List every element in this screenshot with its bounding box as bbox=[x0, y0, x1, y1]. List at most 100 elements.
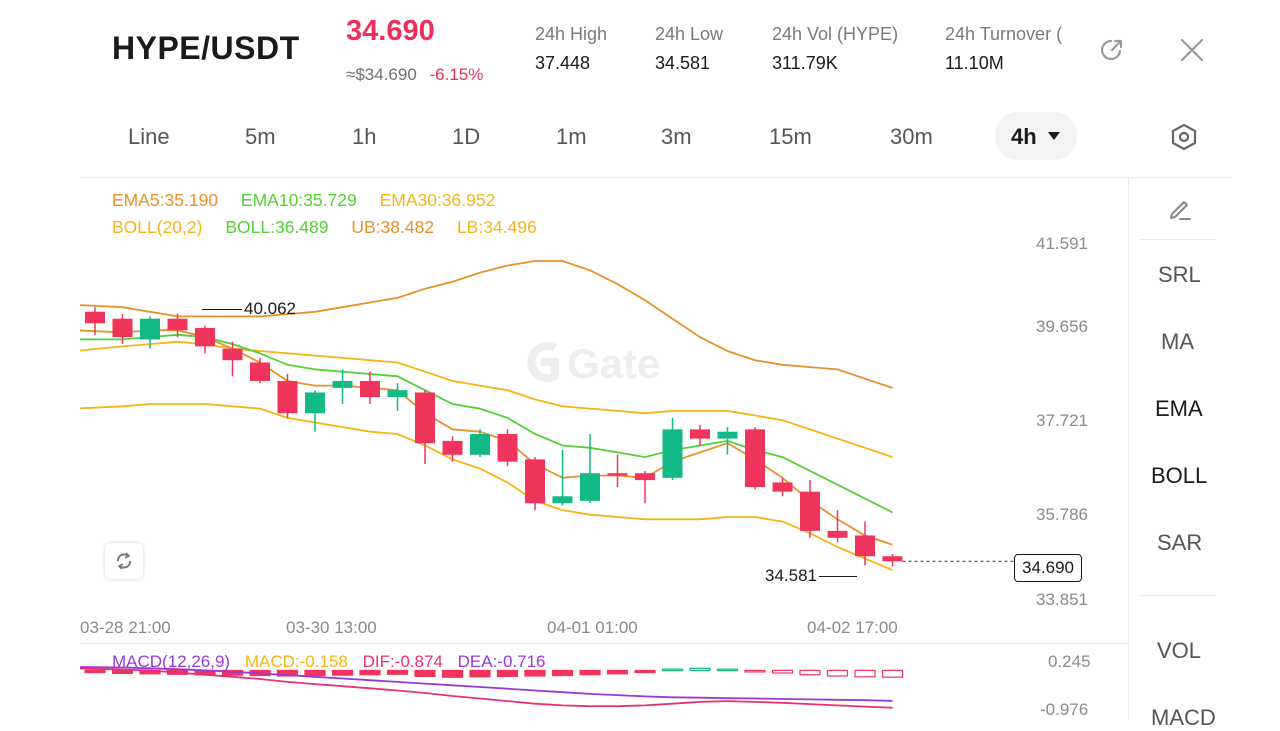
side-divider bbox=[1128, 178, 1129, 720]
candle-body bbox=[800, 491, 820, 531]
pencil-icon bbox=[1170, 201, 1191, 220]
chart-reset-button[interactable] bbox=[105, 543, 143, 579]
dea-line bbox=[80, 666, 893, 702]
stat-high-label: 24h High bbox=[535, 24, 608, 44]
candle-body bbox=[635, 473, 655, 481]
dea-value: DEA:-0.716 bbox=[457, 652, 546, 671]
timeframe-4h-label: 4h bbox=[1011, 124, 1037, 149]
boll-ub-value: UB:38.482 bbox=[351, 217, 435, 237]
macd-histogram-bar bbox=[414, 669, 436, 677]
timeframe-3m[interactable]: 3m bbox=[661, 124, 692, 149]
timeframe-1h[interactable]: 1h bbox=[352, 124, 377, 149]
candle-body bbox=[717, 431, 738, 439]
macd-histogram-bar bbox=[496, 669, 519, 677]
candle-body bbox=[855, 535, 875, 557]
close-button[interactable] bbox=[1178, 36, 1206, 64]
min-price-marker: 34.581 bbox=[765, 566, 857, 586]
price-axis-tick: 41.591 bbox=[1036, 234, 1088, 253]
time-axis-tick: 04-01 01:00 bbox=[547, 618, 638, 637]
price-axis-tick: 35.786 bbox=[1036, 505, 1088, 524]
timeframe-4h-dropdown[interactable]: 4h bbox=[995, 112, 1077, 160]
macd-chart[interactable] bbox=[80, 646, 1128, 720]
candle-body bbox=[305, 392, 325, 414]
time-axis-tick: 03-30 13:00 bbox=[286, 618, 377, 637]
ema30-line bbox=[80, 340, 893, 458]
stat-high: 24h High 37.448 bbox=[535, 24, 607, 74]
candle-body bbox=[662, 429, 683, 478]
stat-turnover: 24h Turnover ( 11.10M bbox=[945, 24, 1062, 74]
side-menu-divider bbox=[1140, 239, 1216, 240]
ema10-value: EMA10:35.729 bbox=[240, 190, 357, 210]
macd-histogram-bar bbox=[799, 669, 821, 676]
macd-histogram-bar bbox=[579, 669, 601, 676]
macd-histogram-bar bbox=[359, 669, 381, 676]
candle-body bbox=[745, 429, 765, 488]
price-change: -6.15% bbox=[429, 65, 484, 84]
share-icon bbox=[1100, 39, 1123, 61]
stat-vol: 24h Vol (HYPE) 311.79K bbox=[772, 24, 898, 74]
macd-histogram-bar bbox=[469, 669, 491, 678]
stat-turnover-value: 11.10M bbox=[945, 53, 1004, 73]
boll-params: BOLL(20,2) bbox=[112, 217, 203, 237]
macd-histogram-bar bbox=[386, 669, 409, 675]
stat-low-label: 24h Low bbox=[655, 24, 724, 44]
indicator-vol[interactable]: VOL bbox=[1157, 638, 1202, 663]
caret-down-icon bbox=[1048, 132, 1060, 140]
macd-histogram-bar bbox=[881, 669, 904, 678]
stat-high-value: 37.448 bbox=[535, 53, 591, 73]
last-price: 34.690 bbox=[346, 15, 435, 47]
macd-histogram-bar bbox=[744, 669, 766, 673]
macd-histogram-bar bbox=[441, 669, 464, 678]
draw-tool-button[interactable] bbox=[1166, 194, 1194, 222]
min-marker-line bbox=[819, 576, 857, 578]
macd-histogram-bar bbox=[826, 669, 849, 677]
timeframe-5m[interactable]: 5m bbox=[245, 124, 276, 149]
timeframe-15m[interactable]: 15m bbox=[769, 124, 812, 149]
rotate-icon bbox=[117, 552, 131, 570]
boll-upper-line bbox=[80, 260, 893, 389]
chart-settings-button[interactable] bbox=[1170, 122, 1198, 152]
candle-body bbox=[112, 318, 133, 338]
candle-body bbox=[415, 392, 435, 444]
indicator-ema[interactable]: EMA bbox=[1155, 396, 1203, 421]
boll-lower-line bbox=[80, 403, 893, 571]
indicator-macd[interactable]: MACD bbox=[1151, 705, 1216, 730]
ema-legend: EMA5:35.190 EMA10:35.729 EMA30:36.952 bbox=[112, 190, 495, 211]
indicator-ma[interactable]: MA bbox=[1161, 329, 1194, 354]
toolbar-divider bbox=[80, 177, 1232, 178]
time-axis-tick: 03-28 21:00 bbox=[80, 618, 171, 637]
indicator-sar[interactable]: SAR bbox=[1157, 530, 1203, 555]
max-price-value: 40.062 bbox=[244, 299, 296, 318]
candle-body bbox=[442, 440, 463, 455]
share-button[interactable] bbox=[1098, 36, 1126, 64]
candle-body bbox=[607, 473, 628, 476]
macd-params: MACD(12,26,9) bbox=[112, 652, 231, 671]
candlestick-chart[interactable] bbox=[80, 180, 1128, 610]
timeframe-30m[interactable]: 30m bbox=[890, 124, 933, 149]
candle-body bbox=[552, 496, 573, 504]
usd-price-value: ≈$34.690 bbox=[346, 65, 417, 84]
indicator-boll[interactable]: BOLL bbox=[1151, 463, 1208, 488]
svg-text:Gate: Gate bbox=[567, 340, 660, 386]
max-price-marker: 40.062 bbox=[202, 299, 296, 319]
candle-body bbox=[140, 318, 160, 340]
stat-vol-value: 311.79K bbox=[772, 53, 838, 73]
candle-body bbox=[497, 433, 518, 462]
candle-body bbox=[470, 433, 490, 455]
candle-body bbox=[222, 348, 243, 361]
candle-body bbox=[525, 459, 545, 504]
indicator-srl[interactable]: SRL bbox=[1158, 262, 1201, 287]
macd-histogram-bar bbox=[551, 669, 574, 677]
candle-body bbox=[580, 473, 600, 501]
timeframe-line[interactable]: Line bbox=[128, 124, 170, 149]
candle-body bbox=[690, 429, 710, 439]
timeframe-1m[interactable]: 1m bbox=[556, 124, 587, 149]
macd-axis-tick: -0.976 bbox=[1040, 700, 1089, 719]
ema5-value: EMA5:35.190 bbox=[112, 190, 219, 210]
macd-histogram-bar bbox=[634, 669, 656, 674]
macd-histogram-bar bbox=[331, 669, 354, 676]
stat-low-value: 34.581 bbox=[655, 53, 711, 73]
side-menu-divider bbox=[1140, 595, 1216, 596]
timeframe-1d[interactable]: 1D bbox=[452, 124, 481, 149]
price-axis-tick: 39.656 bbox=[1036, 317, 1088, 336]
